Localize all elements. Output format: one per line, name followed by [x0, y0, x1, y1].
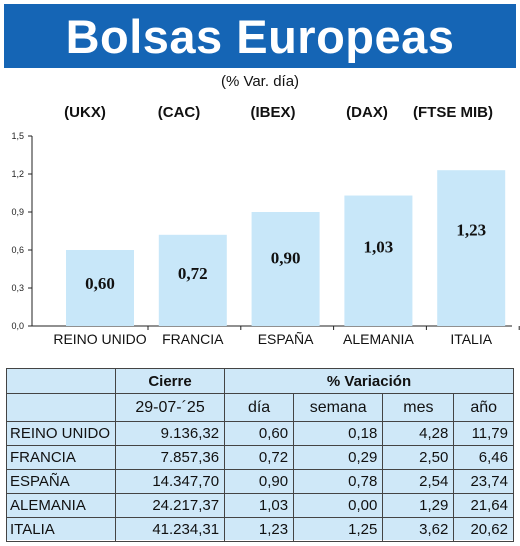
header-blank-2 [5, 393, 117, 422]
row-cierre: 24.217,37 [115, 493, 226, 518]
row-name: ESPAÑA [5, 469, 117, 494]
bar-value-label: 1,23 [456, 221, 486, 240]
row-mes: 1,29 [382, 493, 455, 518]
row-cierre: 9.136,32 [115, 421, 226, 446]
row-ano: 6,46 [453, 445, 514, 470]
table-row: ALEMANIA 24.217,37 1,03 0,00 1,29 21,64 [5, 493, 514, 518]
index-label-cac: (CAC) [157, 104, 201, 121]
page-title: Bolsas Europeas [65, 9, 455, 63]
x-tick-label: ESPAÑA [258, 331, 314, 347]
table-row: ESPAÑA 14.347,70 0,90 0,78 2,54 23,74 [5, 469, 514, 494]
row-semana: 0,18 [293, 421, 384, 446]
bar [158, 234, 227, 326]
index-label-ftsemib: (FTSE MIB) [413, 104, 493, 121]
header-mes: mes [382, 393, 455, 422]
header-cierre: Cierre [115, 368, 226, 394]
row-semana: 1,25 [293, 517, 384, 542]
index-label-dax: (DAX) [346, 104, 388, 121]
row-mes: 2,54 [382, 469, 455, 494]
row-cierre: 41.234,31 [115, 517, 226, 542]
row-dia: 0,90 [224, 469, 295, 494]
y-tick-label: 0,3 [11, 283, 24, 293]
row-mes: 3,62 [382, 517, 455, 542]
y-tick-label: 1,5 [11, 131, 24, 141]
market-table: Cierre % Variación 29-07-´25 día semana … [5, 368, 514, 542]
header-semana: semana [293, 393, 384, 422]
bar [66, 250, 134, 326]
bar [344, 195, 413, 326]
y-tick-label: 0,0 [11, 321, 24, 331]
x-tick-label: REINO UNIDO [53, 331, 146, 347]
bar-value-label: 1,03 [364, 238, 394, 257]
bar [251, 212, 320, 326]
row-mes: 2,50 [382, 445, 455, 470]
bar-chart: 0,0 0,3 0,6 0,9 1,2 1,5 0,60 REINO UNIDO 0,72 FRA… [11, 131, 520, 347]
y-tick-label: 1,2 [11, 169, 24, 179]
row-ano: 23,74 [453, 469, 514, 494]
x-tick-label: ITALIA [450, 331, 492, 347]
row-name: ITALIA [5, 517, 117, 542]
row-ano: 11,79 [453, 421, 514, 446]
chart-subtitle: (% Var. día) [220, 73, 300, 90]
x-tick-label: ALEMANIA [343, 331, 414, 347]
header-dia: día [224, 393, 295, 422]
bar-value-label: 0,72 [178, 264, 208, 283]
row-cierre: 14.347,70 [115, 469, 226, 494]
row-name: ALEMANIA [5, 493, 117, 518]
row-cierre: 7.857,36 [115, 445, 226, 470]
y-tick-label: 0,6 [11, 245, 24, 255]
row-mes: 4,28 [382, 421, 455, 446]
index-label-ibex: (IBEX) [250, 104, 296, 121]
bar-value-label: 0,60 [85, 274, 115, 293]
table-row: REINO UNIDO 9.136,32 0,60 0,18 4,28 11,7… [5, 421, 514, 446]
row-semana: 0,78 [293, 469, 384, 494]
title-banner: Bolsas Europeas [4, 4, 516, 68]
header-variacion: % Variación [224, 368, 514, 394]
row-dia: 1,03 [224, 493, 295, 518]
table-row: ITALIA 41.234,31 1,23 1,25 3,62 20,62 [5, 517, 514, 542]
bar-value-label: 0,90 [271, 249, 301, 268]
table-row: FRANCIA 7.857,36 0,72 0,29 2,50 6,46 [5, 445, 514, 470]
index-label-ukx: (UKX) [64, 104, 106, 121]
row-dia: 1,23 [224, 517, 295, 542]
row-dia: 0,72 [224, 445, 295, 470]
row-ano: 20,62 [453, 517, 514, 542]
header-blank [5, 368, 117, 394]
row-dia: 0,60 [224, 421, 295, 446]
row-ano: 21,64 [453, 493, 514, 518]
header-ano: año [453, 393, 514, 422]
row-semana: 0,00 [293, 493, 384, 518]
header-date: 29-07-´25 [115, 393, 226, 422]
bar [437, 170, 506, 326]
y-tick-label: 0,9 [11, 207, 24, 217]
x-tick-label: FRANCIA [162, 331, 224, 347]
row-semana: 0,29 [293, 445, 384, 470]
row-name: FRANCIA [5, 445, 117, 470]
row-name: REINO UNIDO [5, 421, 117, 446]
